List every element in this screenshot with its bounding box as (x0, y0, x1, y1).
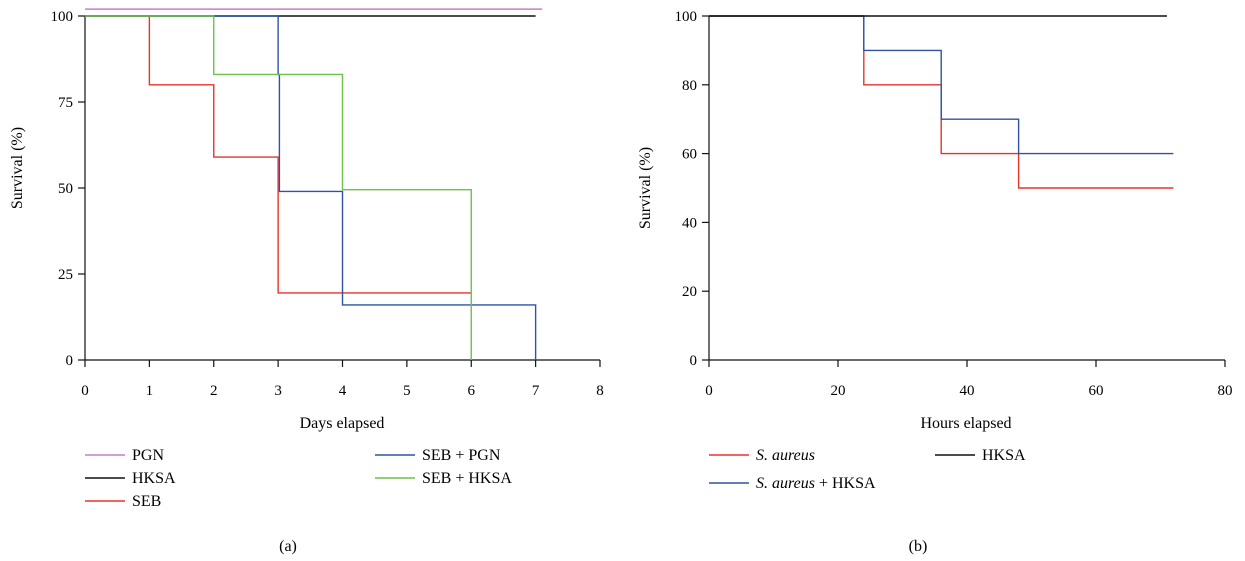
panel-a-x-tick-label: 8 (596, 383, 604, 399)
panel-a-y-tick-label: 100 (51, 9, 74, 25)
panel-b-y-tick-label: 60 (682, 147, 697, 163)
panel-b-legend-item-hksa: HKSA (935, 447, 1026, 464)
panel-a-y-tick-label: 50 (58, 181, 73, 197)
legend-label: PGN (132, 447, 164, 464)
panel-a-x-tick-label: 4 (339, 383, 347, 399)
panel-b-x-tick-label: 20 (831, 383, 846, 399)
panel-b-legend: S. aureus S. aureus + HKSA HKSA (709, 447, 1026, 492)
legend-label: HKSA (982, 447, 1026, 464)
panel-b-x-tick-label: 0 (705, 383, 713, 399)
panel-b-y-tick-label: 80 (682, 78, 697, 94)
panel-a-legend: PGN HKSA SEB SEB + PGN SEB + HKSA (85, 447, 512, 510)
panel-a-x-tick-label: 2 (210, 383, 218, 399)
panel-a-legend-item-seb-hksa: SEB + HKSA (375, 470, 512, 487)
legend-label: S. aureus + HKSA (756, 475, 876, 492)
panel-b-legend-item-s-aureus-hksa: S. aureus + HKSA (709, 475, 876, 492)
panel-a-x-tick-label: 1 (146, 383, 154, 399)
panel-a-x-tick-label: 5 (403, 383, 411, 399)
panel-a-y-axis-label: Survival (%) (9, 127, 26, 209)
panel-b-x-axis-label: Hours elapsed (920, 415, 1011, 432)
panel-b: 0 20 40 60 80 100 0 20 40 60 80 Survival (%) Hours… (637, 9, 1233, 555)
panel-a-x-tick-label: 7 (532, 383, 540, 399)
panel-a-x-tick-label: 6 (468, 383, 476, 399)
panel-a-legend-item-pgn: PGN (85, 447, 164, 464)
panel-a-series-seb-pgn (85, 15, 537, 360)
legend-label: HKSA (132, 470, 176, 487)
panel-b-series (709, 15, 1174, 189)
panel-a-y-tick-label: 25 (58, 267, 73, 283)
panel-b-y-tick-label: 0 (690, 353, 698, 369)
legend-label: SEB + HKSA (422, 470, 512, 487)
panel-a: 0 25 50 75 100 0 1 2 3 4 5 6 7 8 Survival (%) Days el… (9, 8, 604, 555)
legend-label: S. aureus (756, 447, 815, 464)
panel-b-series-s-aureus-hksa (709, 15, 1174, 155)
panel-b-axes: 0 20 40 60 80 100 0 20 40 60 80 (675, 9, 1233, 399)
panel-a-legend-item-seb-pgn: SEB + PGN (375, 447, 501, 464)
panel-b-caption: (b) (909, 538, 928, 555)
panel-a-series-seb (85, 15, 472, 294)
panel-a-x-tick-label: 0 (81, 383, 89, 399)
panel-b-y-tick-label: 100 (675, 9, 698, 25)
panel-b-x-tick-label: 40 (960, 383, 975, 399)
panel-a-y-tick-label: 0 (66, 353, 74, 369)
panel-a-caption: (a) (279, 538, 297, 555)
panel-b-x-tick-label: 80 (1218, 383, 1233, 399)
panel-b-legend-item-s-aureus: S. aureus (709, 447, 815, 464)
panel-a-axes: 0 25 50 75 100 0 1 2 3 4 5 6 7 8 (51, 9, 604, 399)
panel-a-series (85, 8, 543, 360)
panel-a-legend-item-seb: SEB (85, 493, 161, 510)
panel-a-x-tick-label: 3 (274, 383, 282, 399)
panel-a-y-tick-label: 75 (58, 95, 73, 111)
legend-label: SEB (132, 493, 161, 510)
panel-b-x-tick-label: 60 (1089, 383, 1104, 399)
panel-b-y-axis-label: Survival (%) (637, 147, 654, 229)
panel-a-legend-item-hksa: HKSA (85, 470, 176, 487)
panel-a-series-seb-hksa (85, 15, 472, 360)
panel-b-y-tick-label: 20 (682, 284, 697, 300)
panel-a-x-axis-label: Days elapsed (300, 415, 385, 432)
panel-b-y-tick-label: 40 (682, 215, 697, 231)
legend-label: SEB + PGN (422, 447, 501, 464)
